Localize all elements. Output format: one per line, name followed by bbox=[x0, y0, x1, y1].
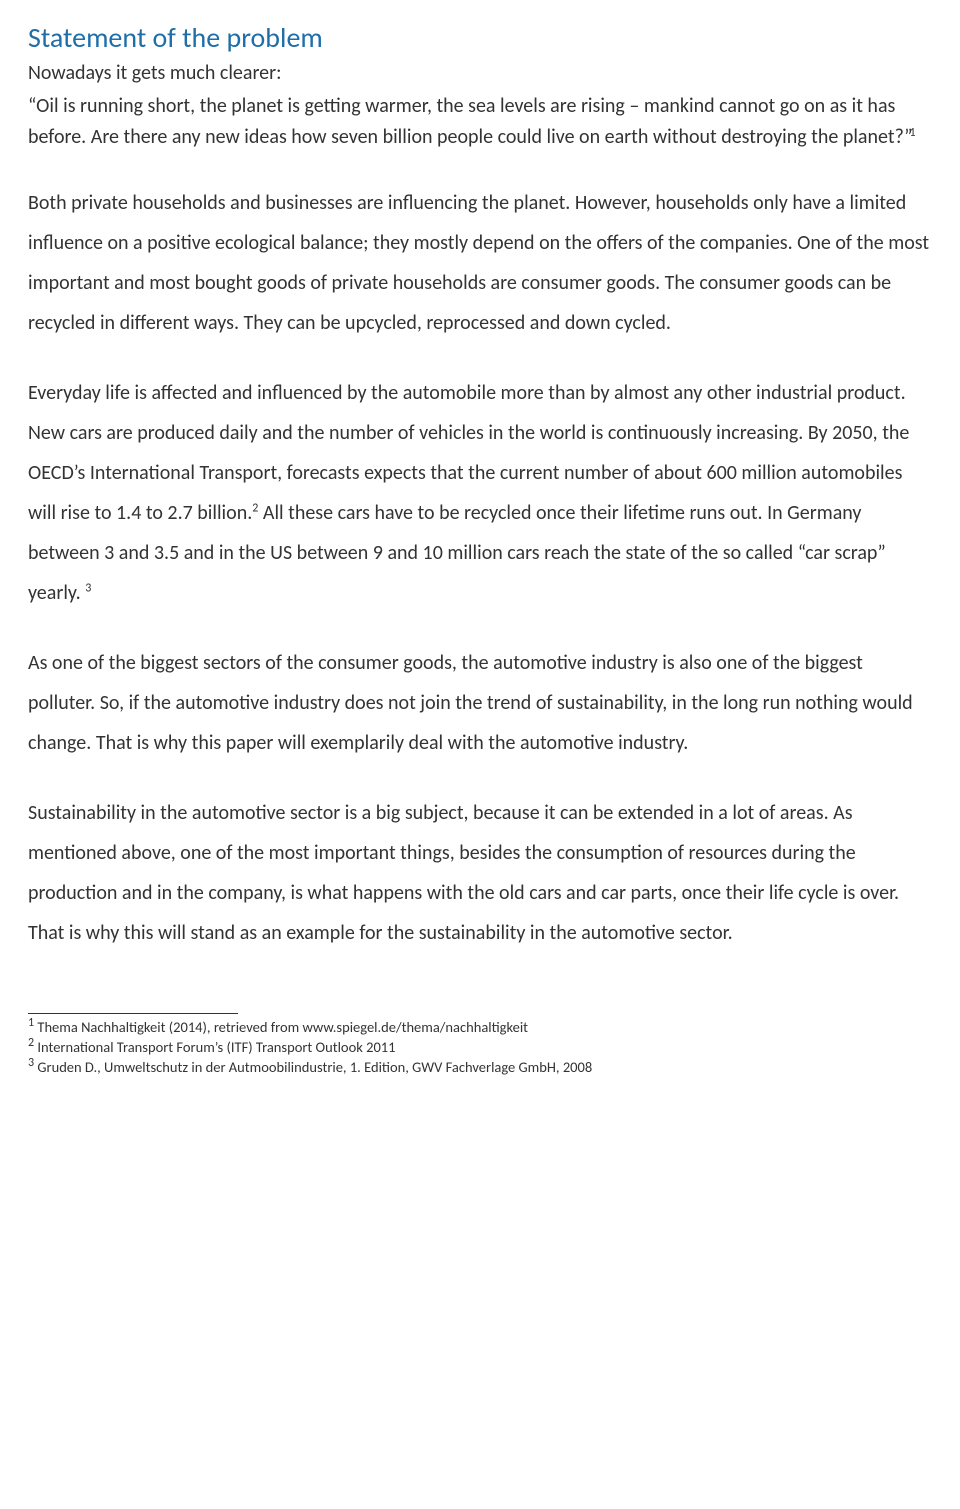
footnotes-block: 1 Thema Nachhaltigkeit (2014), retrieved… bbox=[28, 1018, 932, 1077]
body-paragraph-3: As one of the biggest sectors of the con… bbox=[28, 643, 932, 763]
quote-text: “Oil is running short, the planet is get… bbox=[28, 94, 913, 149]
footnote-2: 2 International Transport Forum’s (ITF) … bbox=[28, 1038, 932, 1058]
footnotes-separator bbox=[28, 1013, 238, 1014]
footnote-3: 3 Gruden D., Umweltschutz in der Autmoob… bbox=[28, 1058, 932, 1078]
body-paragraph-1: Both private households and businesses a… bbox=[28, 183, 932, 343]
section-heading: Statement of the problem bbox=[28, 20, 932, 56]
intro-line: Nowadays it gets much clearer: bbox=[28, 58, 932, 89]
quote-paragraph: “Oil is running short, the planet is get… bbox=[28, 91, 932, 153]
footnote-ref-1: 1 bbox=[910, 126, 916, 140]
footnote-ref-3: 3 bbox=[85, 582, 91, 596]
body-paragraph-2: Everyday life is affected and influenced… bbox=[28, 373, 932, 613]
footnote-text-2: International Transport Forum’s (ITF) Tr… bbox=[34, 1038, 395, 1056]
footnote-text-1: Thema Nachhaltigkeit (2014), retrieved f… bbox=[34, 1018, 528, 1036]
footnote-text-3: Gruden D., Umweltschutz in der Autmoobil… bbox=[34, 1058, 592, 1076]
body-paragraph-4: Sustainability in the automotive sector … bbox=[28, 793, 932, 953]
footnote-1: 1 Thema Nachhaltigkeit (2014), retrieved… bbox=[28, 1018, 932, 1038]
